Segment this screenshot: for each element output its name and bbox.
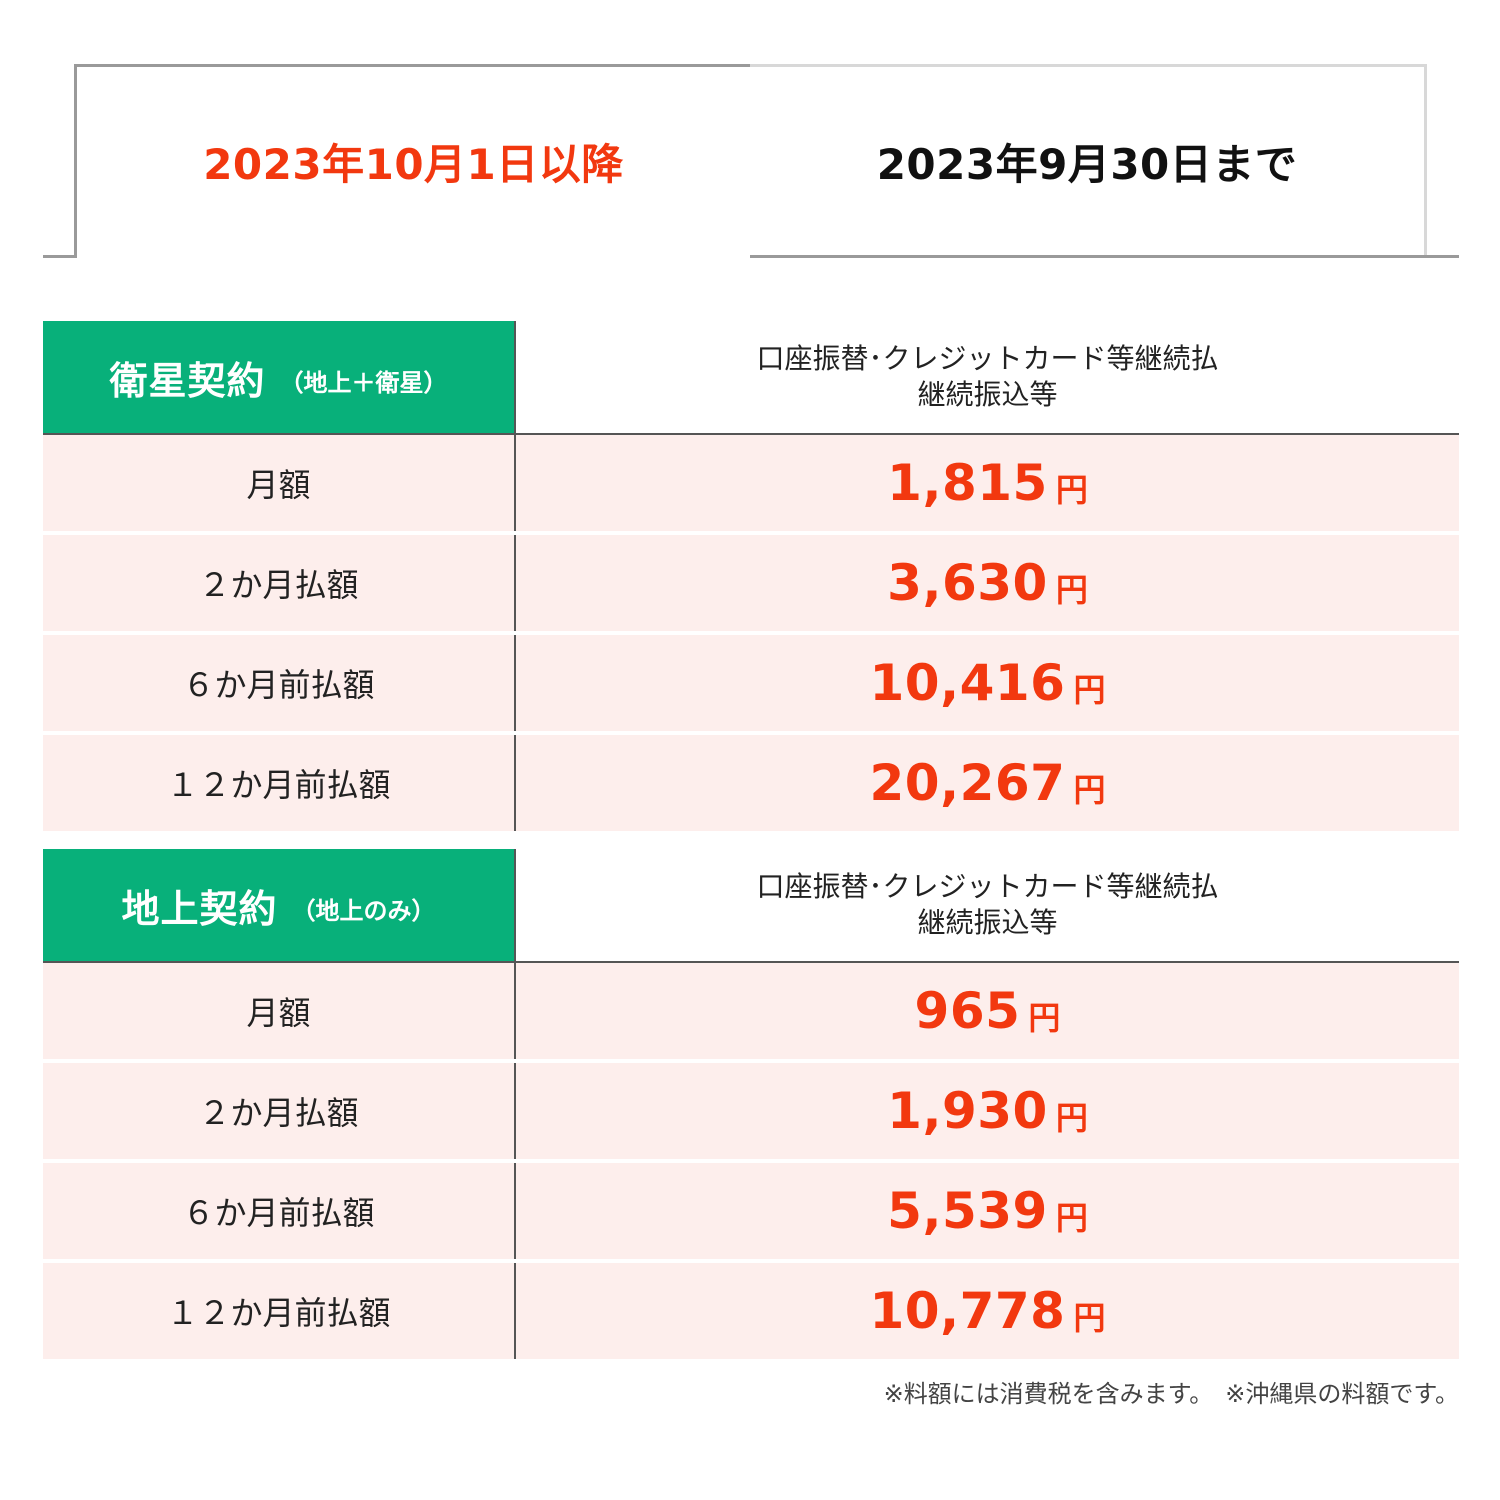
table-header: 衛星契約 （地上＋衛星） 口座振替･クレジットカード等継続払 継続振込等 <box>43 321 1459 435</box>
payment-method-line2: 継続振込等 <box>917 906 1058 939</box>
tab-baseline-left <box>43 255 77 258</box>
unit: 円 <box>1073 671 1106 709</box>
table-row: ２か月払額 1,930 円 <box>43 1059 1459 1159</box>
amount: 10,778 <box>869 1282 1066 1340</box>
row-value: 10,778 円 <box>514 1263 1459 1359</box>
payment-method-line1: 口座振替･クレジットカード等継続払 <box>756 342 1219 375</box>
amount: 3,630 <box>887 554 1048 612</box>
tab-until-2023-09-30[interactable]: 2023年9月30日まで <box>750 64 1427 258</box>
amount: 10,416 <box>869 654 1066 712</box>
row-label: ２か月払額 <box>43 535 514 631</box>
period-tabs: 2023年10月1日以降 2023年9月30日まで <box>0 0 1500 260</box>
payment-method-line2: 継続振込等 <box>917 378 1058 411</box>
row-value: 5,539 円 <box>514 1163 1459 1259</box>
terrestrial-contract-table: 地上契約 （地上のみ） 口座振替･クレジットカード等継続払 継続振込等 月額 9… <box>43 849 1459 1359</box>
tab-baseline-right <box>750 255 1459 258</box>
row-label: ６か月前払額 <box>43 635 514 731</box>
unit: 円 <box>1028 999 1061 1037</box>
payment-method-header: 口座振替･クレジットカード等継続払 継続振込等 <box>514 321 1459 433</box>
row-value: 10,416 円 <box>514 635 1459 731</box>
row-value: 965 円 <box>514 963 1459 1059</box>
tab-from-2023-10-01[interactable]: 2023年10月1日以降 <box>74 64 753 258</box>
amount: 965 <box>914 982 1021 1040</box>
unit: 円 <box>1055 571 1088 609</box>
row-label: 月額 <box>43 963 514 1059</box>
payment-method-header: 口座振替･クレジットカード等継続払 継続振込等 <box>514 849 1459 961</box>
table-header: 地上契約 （地上のみ） 口座振替･クレジットカード等継続払 継続振込等 <box>43 849 1459 963</box>
tab-label: 2023年10月1日以降 <box>203 140 624 189</box>
table-row: ２か月払額 3,630 円 <box>43 531 1459 631</box>
row-label: １２か月前払額 <box>43 735 514 831</box>
plan-note: （地上＋衛星） <box>279 368 448 397</box>
plan-header: 地上契約 （地上のみ） <box>43 849 514 961</box>
row-label: ２か月払額 <box>43 1063 514 1159</box>
table-row: １２か月前払額 10,778 円 <box>43 1259 1459 1359</box>
table-row: ６か月前払額 5,539 円 <box>43 1159 1459 1259</box>
amount: 1,815 <box>887 454 1048 512</box>
unit: 円 <box>1073 1299 1106 1337</box>
row-value: 1,930 円 <box>514 1063 1459 1159</box>
table-row: １２か月前払額 20,267 円 <box>43 731 1459 831</box>
table-row: 月額 965 円 <box>43 963 1459 1059</box>
plan-name: 衛星契約 <box>109 358 266 403</box>
row-value: 20,267 円 <box>514 735 1459 831</box>
amount: 20,267 <box>869 754 1066 812</box>
plan-header: 衛星契約 （地上＋衛星） <box>43 321 514 433</box>
row-value: 3,630 円 <box>514 535 1459 631</box>
row-label: ６か月前払額 <box>43 1163 514 1259</box>
row-value: 1,815 円 <box>514 435 1459 531</box>
unit: 円 <box>1055 1099 1088 1137</box>
amount: 1,930 <box>887 1082 1048 1140</box>
footnote: ※料額には消費税を含みます。 ※沖縄県の料額です。 <box>883 1380 1459 1408</box>
row-label: １２か月前払額 <box>43 1263 514 1359</box>
satellite-contract-table: 衛星契約 （地上＋衛星） 口座振替･クレジットカード等継続払 継続振込等 月額 … <box>43 321 1459 831</box>
table-row: ６か月前払額 10,416 円 <box>43 631 1459 731</box>
unit: 円 <box>1055 1199 1088 1237</box>
row-label: 月額 <box>43 435 514 531</box>
unit: 円 <box>1055 471 1088 509</box>
payment-method-line1: 口座振替･クレジットカード等継続払 <box>756 870 1219 903</box>
amount: 5,539 <box>887 1182 1048 1240</box>
table-row: 月額 1,815 円 <box>43 435 1459 531</box>
plan-note: （地上のみ） <box>291 896 436 925</box>
tab-label: 2023年9月30日まで <box>876 140 1298 189</box>
unit: 円 <box>1073 771 1106 809</box>
plan-name: 地上契約 <box>121 886 278 931</box>
